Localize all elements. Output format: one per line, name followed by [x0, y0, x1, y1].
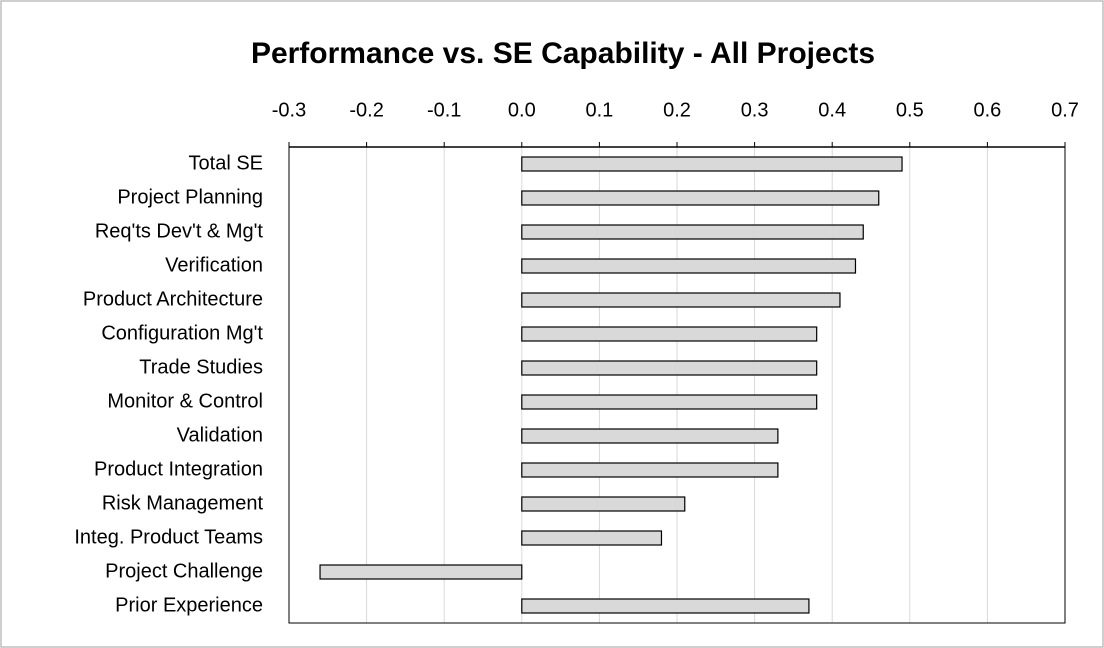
bar [521, 394, 818, 410]
bar [521, 292, 841, 308]
y-tick-label: Project Challenge [105, 560, 263, 582]
y-tick-label: Monitor & Control [107, 390, 263, 412]
y-tick-label: Validation [177, 424, 263, 446]
y-tick-label: Trade Studies [139, 356, 263, 378]
x-tick-label: 0.7 [1051, 99, 1079, 121]
bar [521, 224, 864, 240]
x-tick-label: -0.3 [272, 99, 306, 121]
x-tick-label: -0.2 [349, 99, 383, 121]
x-tick-label: 0.3 [741, 99, 769, 121]
y-tick-label: Product Architecture [83, 288, 263, 310]
bar [521, 326, 818, 342]
x-tick-label: 0.6 [973, 99, 1001, 121]
bar [521, 360, 818, 376]
bar [521, 496, 686, 512]
x-tick-label: 0.1 [585, 99, 613, 121]
x-tick-label: 0.4 [818, 99, 846, 121]
chart-title: Performance vs. SE Capability - All Proj… [251, 37, 875, 70]
y-tick-label: Total SE [189, 152, 263, 174]
bar [521, 598, 810, 614]
bar [521, 258, 857, 274]
bar [521, 156, 903, 172]
bar [521, 462, 779, 478]
bar [521, 530, 663, 546]
x-tick-label: -0.1 [427, 99, 461, 121]
x-tick-label: 0.2 [663, 99, 691, 121]
y-tick-label: Integ. Product Teams [74, 526, 263, 548]
y-tick-label: Prior Experience [115, 594, 263, 616]
x-tick-label: 0.5 [896, 99, 924, 121]
y-tick-label: Configuration Mg't [101, 322, 263, 344]
x-tick-label: 0.0 [508, 99, 536, 121]
y-tick-label: Risk Management [102, 492, 264, 514]
bar [521, 428, 779, 444]
y-tick-label: Project Planning [117, 186, 263, 208]
bar [521, 190, 880, 206]
bar [319, 564, 523, 580]
y-tick-label: Verification [165, 254, 263, 276]
y-tick-label: Req'ts Dev't & Mg't [95, 220, 264, 242]
y-tick-label: Product Integration [94, 458, 263, 480]
